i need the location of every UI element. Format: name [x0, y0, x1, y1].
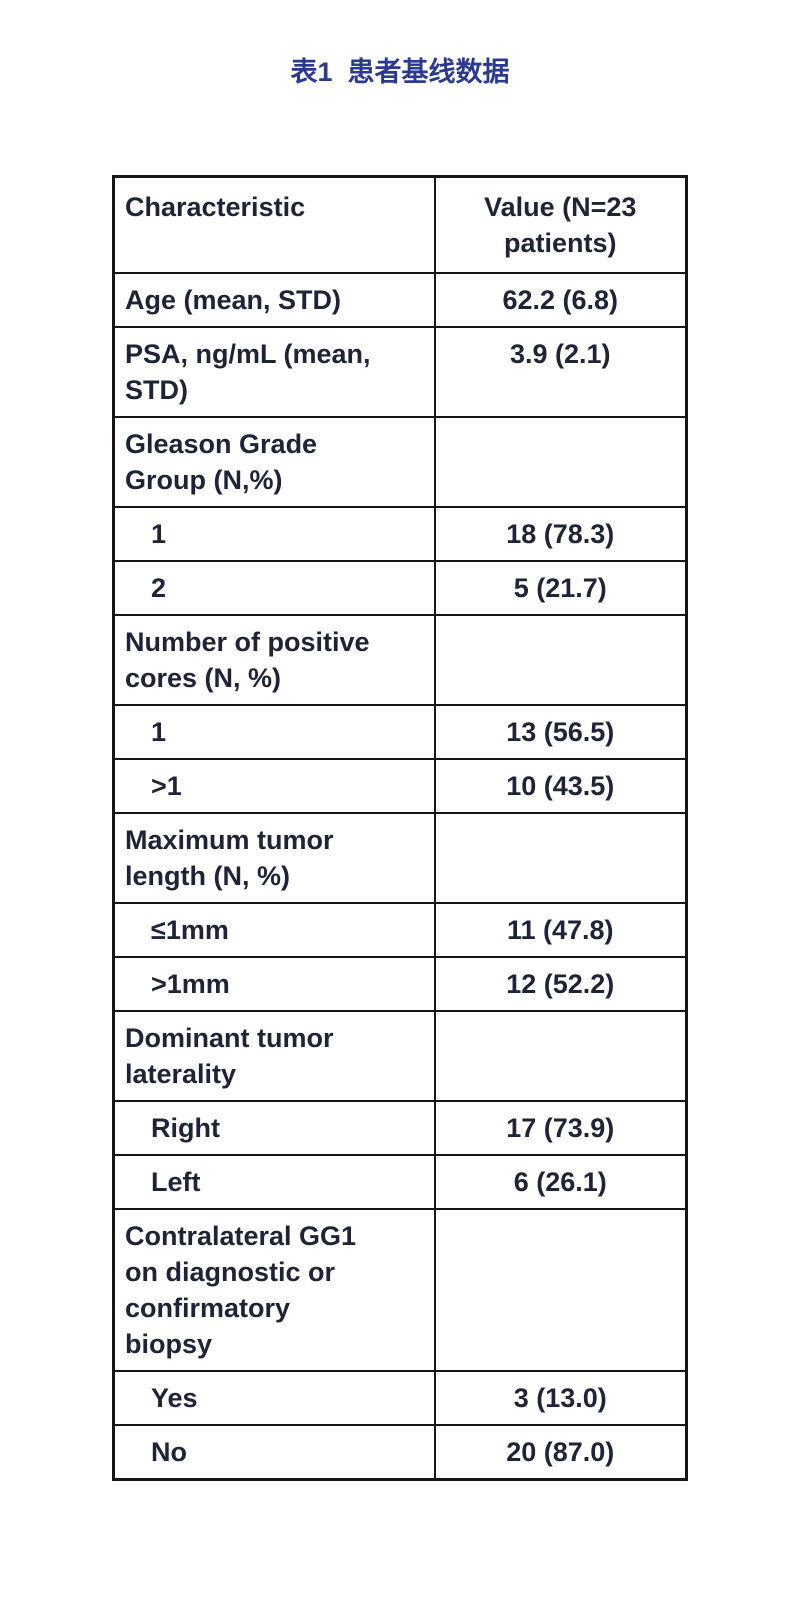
row-value: 10 (43.5) [433, 758, 688, 814]
table-row-laterality-right: Right 17 (73.9) [112, 1100, 688, 1156]
table-header-row: Characteristic Value (N=23 patients) [112, 175, 688, 274]
row-label: Maximum tumor length (N, %) [125, 825, 334, 891]
row-value: 20 (87.0) [433, 1424, 688, 1481]
row-label: Age (mean, STD) [125, 285, 342, 315]
row-label: 2 [151, 573, 167, 603]
row-label: Number of positive cores (N, %) [125, 627, 370, 693]
row-value: 3 (13.0) [433, 1370, 688, 1426]
row-value: 62.2 (6.8) [433, 272, 688, 328]
header-characteristic: Characteristic [112, 175, 436, 274]
row-value: 13 (56.5) [433, 704, 688, 760]
row-value [433, 416, 688, 508]
row-value: 3.9 (2.1) [433, 326, 688, 418]
baseline-characteristics-table: Characteristic Value (N=23 patients) Age… [112, 175, 688, 1481]
row-label: >1mm [151, 969, 230, 999]
table-row-max-tumor-length: Maximum tumor length (N, %) [112, 812, 688, 904]
row-label: Gleason Grade Group (N,%) [125, 429, 318, 495]
row-value: 5 (21.7) [433, 560, 688, 616]
table-row-age: Age (mean, STD) 62.2 (6.8) [112, 272, 688, 328]
row-value: 6 (26.1) [433, 1154, 688, 1210]
table-row-gleason-grade-group: Gleason Grade Group (N,%) [112, 416, 688, 508]
row-label: >1 [151, 771, 182, 801]
table-row-contralateral-no: No 20 (87.0) [112, 1424, 688, 1481]
table-row-contralateral-gg1: Contralateral GG1 on diagnostic or confi… [112, 1208, 688, 1372]
table-row-length-le1mm: ≤1mm 11 (47.8) [112, 902, 688, 958]
table-body: Age (mean, STD) 62.2 (6.8) PSA, ng/mL (m… [112, 272, 688, 1481]
row-label: Dominant tumor laterality [125, 1023, 334, 1089]
table-row-length-gt1mm: >1mm 12 (52.2) [112, 956, 688, 1012]
row-value [433, 1010, 688, 1102]
table-row-contralateral-yes: Yes 3 (13.0) [112, 1370, 688, 1426]
row-label: Contralateral GG1 on diagnostic or confi… [125, 1221, 357, 1359]
row-label: No [151, 1437, 187, 1467]
row-value: 17 (73.9) [433, 1100, 688, 1156]
table-row-laterality-left: Left 6 (26.1) [112, 1154, 688, 1210]
table-row-dominant-laterality: Dominant tumor laterality [112, 1010, 688, 1102]
table-row-positive-cores: Number of positive cores (N, %) [112, 614, 688, 706]
row-label: Yes [151, 1383, 198, 1413]
row-label: Right [151, 1113, 220, 1143]
row-value [433, 1208, 688, 1372]
row-value [433, 614, 688, 706]
row-value: 11 (47.8) [433, 902, 688, 958]
row-label: ≤1mm [151, 915, 229, 945]
table-row-psa: PSA, ng/mL (mean, STD) 3.9 (2.1) [112, 326, 688, 418]
header-value: Value (N=23 patients) [433, 175, 688, 274]
row-label: 1 [151, 519, 167, 549]
table-row-gleason-1: 1 18 (78.3) [112, 506, 688, 562]
row-value: 18 (78.3) [433, 506, 688, 562]
row-label: 1 [151, 717, 167, 747]
row-label: PSA, ng/mL (mean, STD) [125, 339, 371, 405]
table-row-cores-gt1: >1 10 (43.5) [112, 758, 688, 814]
table-row-cores-1: 1 13 (56.5) [112, 704, 688, 760]
row-value: 12 (52.2) [433, 956, 688, 1012]
row-label: Left [151, 1167, 201, 1197]
table-caption: 表1 患者基线数据 [290, 57, 510, 87]
table-row-gleason-2: 2 5 (21.7) [112, 560, 688, 616]
row-value [433, 812, 688, 904]
